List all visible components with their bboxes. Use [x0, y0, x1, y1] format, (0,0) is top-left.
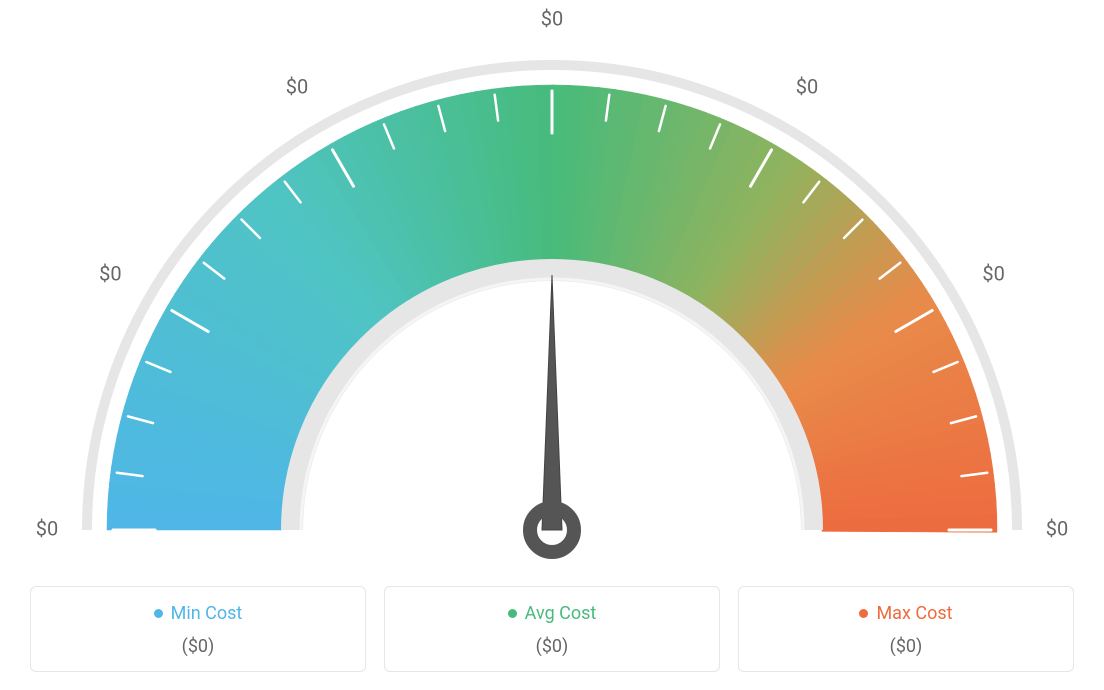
gauge-needle: [542, 275, 562, 530]
gauge-svg: $0 $0 $0 $0 $0 $0 $0: [0, 0, 1104, 560]
legend-min-title: Min Cost: [171, 603, 243, 624]
gauge-tick-label: $0: [286, 75, 308, 99]
legend-max-title-row: Max Cost: [751, 603, 1061, 624]
legend-card-avg: Avg Cost ($0): [384, 586, 720, 672]
gauge-tick-label: $0: [982, 261, 1004, 285]
legend-avg-value: ($0): [397, 636, 707, 657]
legend-dot-avg: [508, 609, 517, 618]
legend-card-max: Max Cost ($0): [738, 586, 1074, 672]
legend-min-value: ($0): [43, 636, 353, 657]
legend-min-title-row: Min Cost: [43, 603, 353, 624]
legend-max-title: Max Cost: [876, 603, 952, 624]
legend-avg-title-row: Avg Cost: [397, 603, 707, 624]
legend-card-min: Min Cost ($0): [30, 586, 366, 672]
legend-row: Min Cost ($0) Avg Cost ($0) Max Cost ($0…: [30, 586, 1074, 672]
legend-dot-min: [154, 609, 163, 618]
legend-dot-max: [859, 609, 868, 618]
legend-max-value: ($0): [751, 636, 1061, 657]
gauge-tick-label: $0: [1046, 516, 1068, 540]
legend-avg-title: Avg Cost: [525, 603, 597, 624]
gauge-tick-label: $0: [99, 261, 121, 285]
gauge-tick-label: $0: [541, 6, 563, 30]
gauge-tick-label: $0: [36, 516, 58, 540]
gauge-tick-label: $0: [796, 75, 818, 99]
gauge-chart: $0 $0 $0 $0 $0 $0 $0: [0, 0, 1104, 560]
